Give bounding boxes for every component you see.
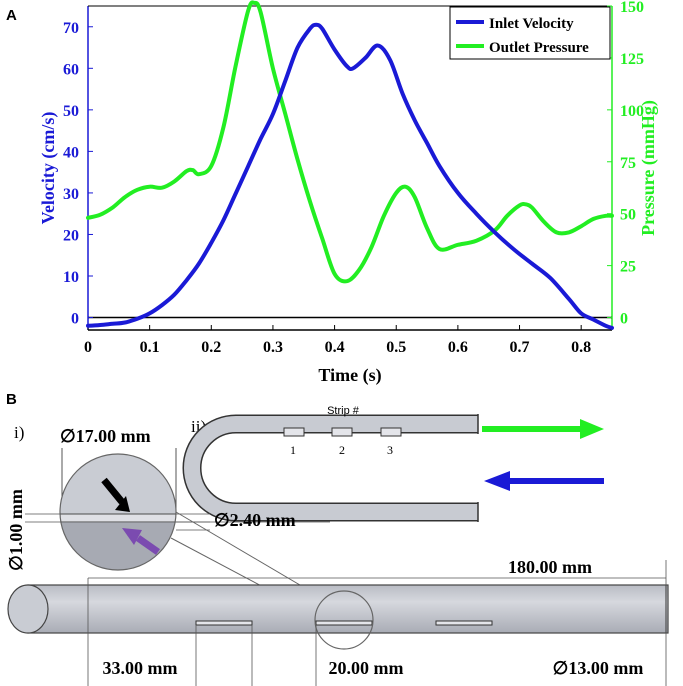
zoom-tube-lower <box>60 522 176 570</box>
y-right-tick-label: 125 <box>620 51 644 68</box>
y-left-tick-label: 20 <box>63 227 79 244</box>
x-tick-label: 0.1 <box>140 339 160 356</box>
purple-arrow-icon <box>122 528 142 545</box>
black-arrow-icon <box>115 496 130 512</box>
legend-label-inlet-velocity: Inlet Velocity <box>489 16 574 32</box>
u-tube-body <box>184 416 478 520</box>
dim-diameter-1: ∅1.00 mm <box>6 489 26 571</box>
outlet-flow-arrow-icon <box>580 419 604 439</box>
panel-b-label: B <box>6 391 17 408</box>
x-tick-label: 0.5 <box>386 339 406 356</box>
legend-box <box>449 6 611 60</box>
x-axis-title: Time (s) <box>318 365 381 386</box>
strip-3 <box>380 427 402 437</box>
y-left-tick-label: 10 <box>63 269 79 286</box>
chart-a: Time (s) Velocity (cm/s) Pressure (mmHg)… <box>38 0 659 386</box>
zoom-tube-upper <box>60 454 176 514</box>
series-line-outlet-pressure <box>86 0 614 284</box>
straight-tube-diagram: 180.00 mm 33.00 mm 20.00 mm ∅13.00 mm <box>7 557 669 686</box>
dim-20: 20.00 mm <box>329 658 404 678</box>
tube-strip-3 <box>435 620 493 626</box>
y-left-tick-label: 0 <box>71 311 79 328</box>
y-right-tick-label: 100 <box>620 103 644 120</box>
x-tick-label: 0.2 <box>201 339 221 356</box>
purple-arrow-shaft <box>135 535 161 555</box>
u-tube-outline <box>182 414 478 522</box>
dim-length-180: 180.00 mm <box>508 557 592 577</box>
y-right-tick-label: 0 <box>620 311 628 328</box>
strip-1 <box>283 427 305 437</box>
strip-number-2: 2 <box>339 443 345 457</box>
y-right-tick-label: 25 <box>620 259 636 276</box>
y-left-tick-label: 40 <box>63 144 79 161</box>
x-tick-label: 0.3 <box>263 339 283 356</box>
y-right-tick-label: 75 <box>620 155 636 172</box>
legend: Inlet Velocity Outlet Pressure <box>449 6 611 60</box>
y-right-axis-title: Pressure (mmHg) <box>638 100 659 236</box>
zoom-detail: ∅17.00 mm ∅2.40 mm ∅1.00 mm <box>6 426 330 571</box>
strip-title: Strip # <box>327 405 360 417</box>
y-right-tick-label: 50 <box>620 207 636 224</box>
y-right-tick-label: 150 <box>620 0 644 16</box>
series-line-inlet-velocity <box>86 22 614 330</box>
tube-strip-2 <box>315 620 373 626</box>
x-tick-label: 0.7 <box>510 339 530 356</box>
tube-zoom-marker <box>314 590 374 650</box>
y-left-tick-label: 50 <box>63 103 79 120</box>
tube-body <box>27 584 669 634</box>
strip-number-3: 3 <box>387 443 393 457</box>
legend-label-outlet-pressure: Outlet Pressure <box>489 40 589 56</box>
y-left-tick-label: 30 <box>63 186 79 203</box>
dim-33: 33.00 mm <box>103 658 178 678</box>
subpanel-i-label: i) <box>14 423 24 442</box>
inlet-flow-arrow-icon <box>484 471 510 491</box>
tube-opening <box>7 584 49 634</box>
strip-number-1: 1 <box>290 443 296 457</box>
zoom-strip <box>60 513 176 523</box>
dim-diameter-13: ∅13.00 mm <box>553 658 644 678</box>
x-tick-label: 0 <box>84 339 92 356</box>
dim-diameter-17: ∅17.00 mm <box>60 426 151 446</box>
u-tube-diagram: Strip # 1 2 3 <box>182 405 604 522</box>
black-arrow-shaft <box>101 477 125 505</box>
zoom-leader-upper <box>175 511 323 599</box>
x-tick-label: 0.6 <box>448 339 468 356</box>
strip-2 <box>331 427 353 437</box>
y-left-axis-title: Velocity (cm/s) <box>38 112 59 225</box>
y-left-tick-label: 70 <box>63 20 79 37</box>
y-left-tick-label: 60 <box>63 61 79 78</box>
tube-strip-1 <box>195 620 253 626</box>
dim-diameter-2-4: ∅2.40 mm <box>214 510 296 530</box>
x-tick-label: 0.4 <box>325 339 345 356</box>
panel-a-label: A <box>6 7 17 24</box>
x-tick-label: 0.8 <box>571 339 591 356</box>
